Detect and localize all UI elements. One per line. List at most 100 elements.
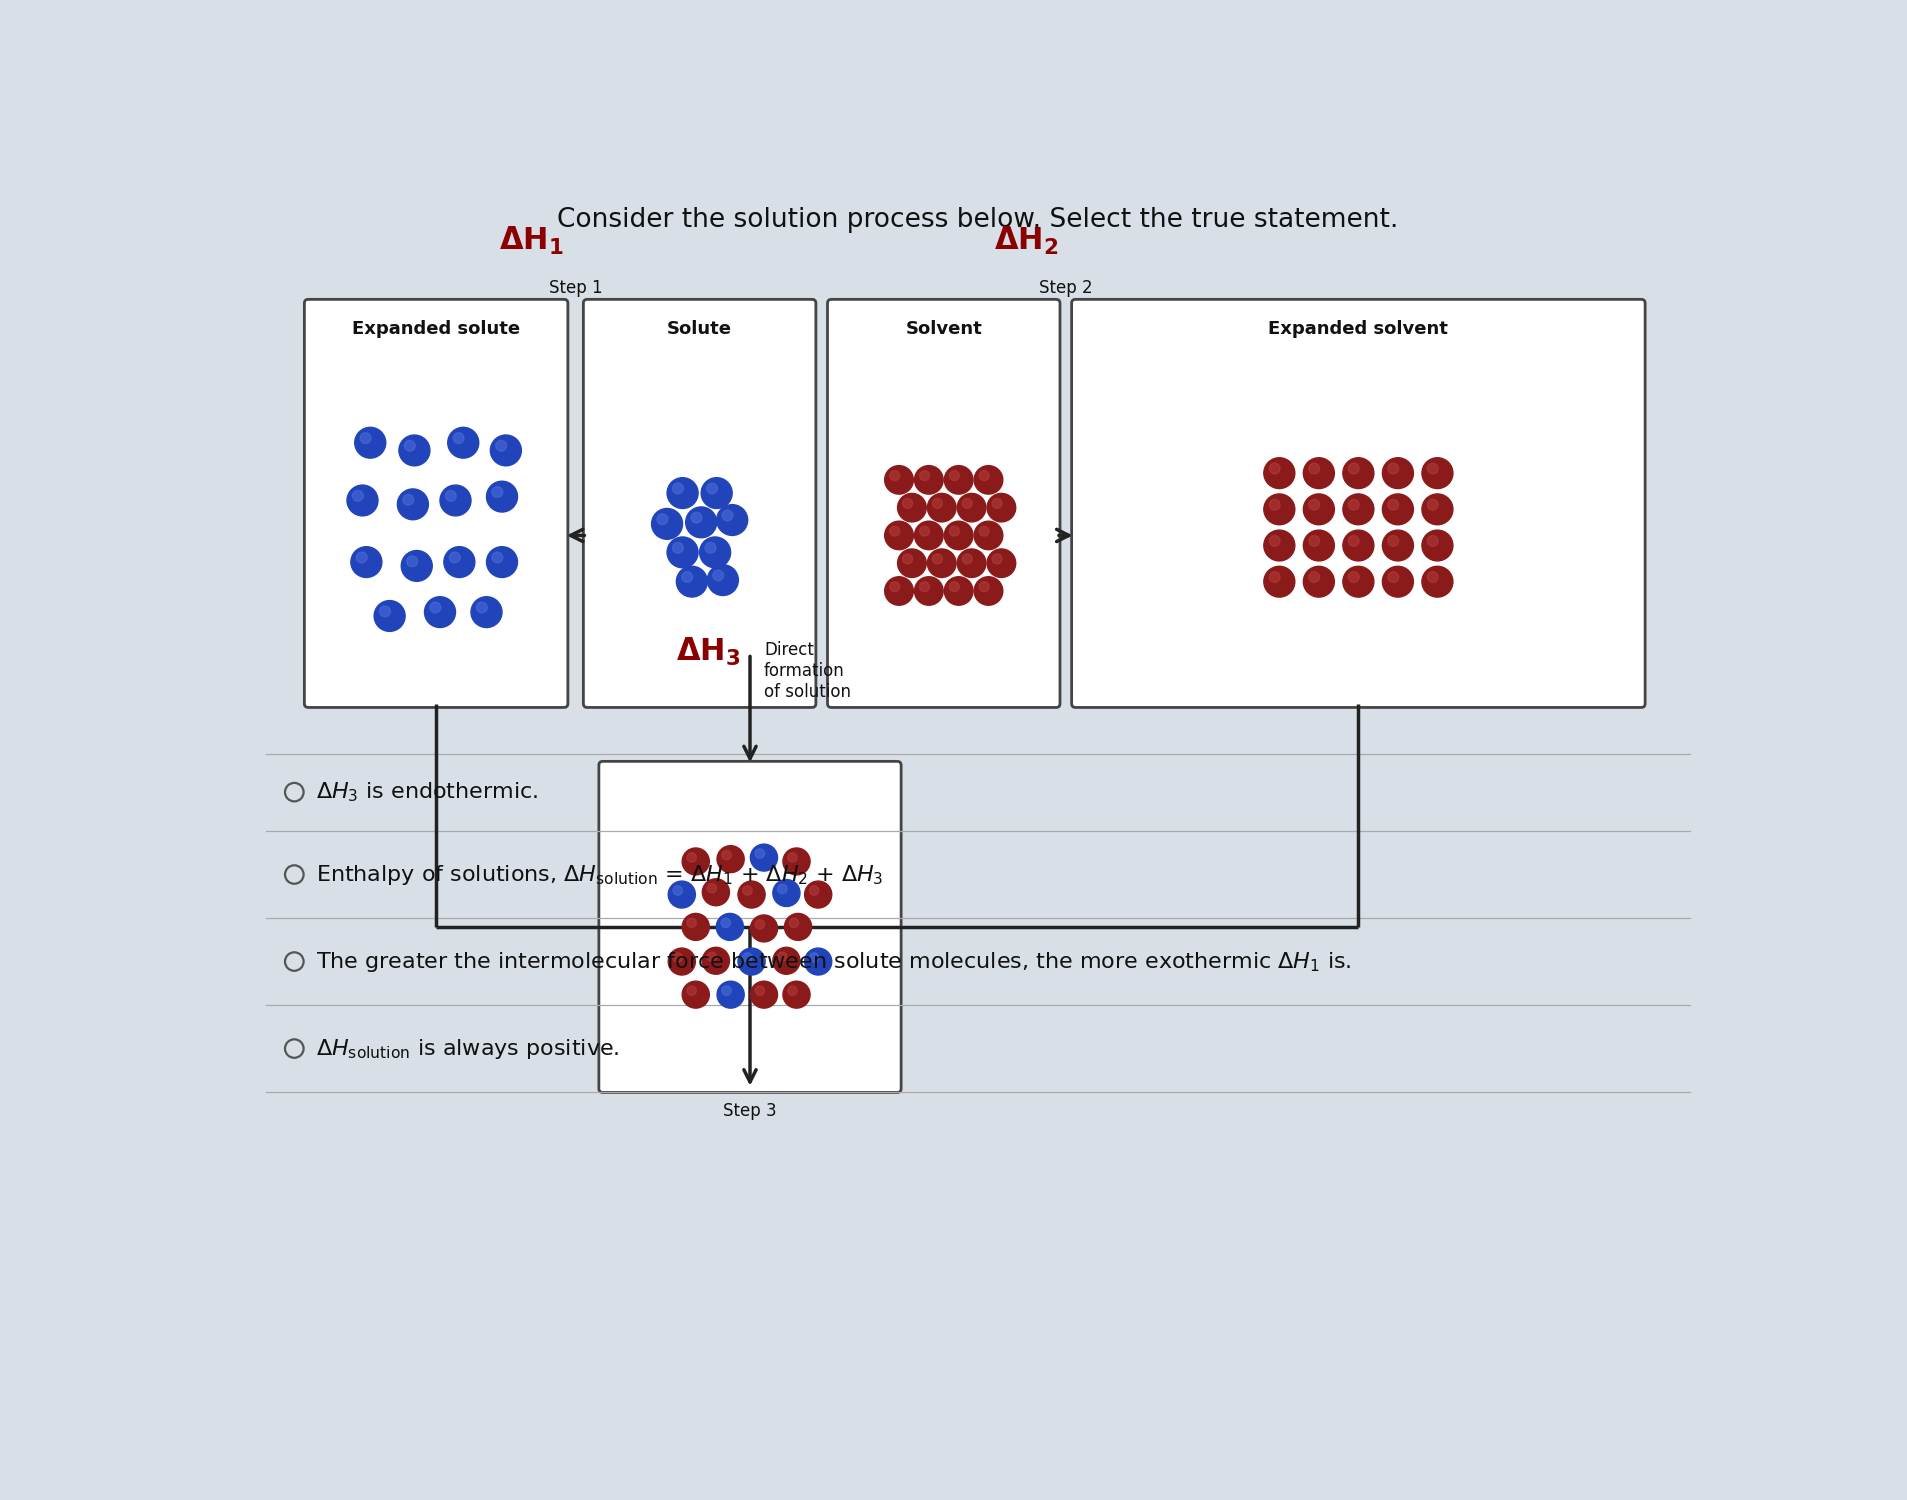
Text: Step 1: Step 1 (549, 279, 603, 297)
Circle shape (404, 441, 416, 452)
Circle shape (667, 537, 698, 568)
Text: The greater the intermolecular force between solute molecules, the more exotherm: The greater the intermolecular force bet… (317, 950, 1350, 974)
Circle shape (683, 914, 709, 940)
Circle shape (1426, 572, 1438, 582)
Circle shape (1421, 530, 1451, 561)
Circle shape (913, 520, 942, 549)
Circle shape (788, 986, 797, 996)
Circle shape (978, 582, 988, 591)
Circle shape (913, 465, 942, 494)
Circle shape (492, 486, 503, 498)
Circle shape (687, 852, 696, 862)
Circle shape (1262, 458, 1295, 489)
Circle shape (721, 510, 732, 520)
Circle shape (1262, 494, 1295, 525)
Circle shape (690, 513, 702, 523)
Circle shape (944, 465, 973, 494)
Circle shape (700, 477, 732, 508)
Circle shape (772, 879, 799, 906)
FancyBboxPatch shape (828, 300, 1060, 708)
Circle shape (809, 886, 818, 896)
Circle shape (1386, 572, 1398, 582)
Text: Expanded solvent: Expanded solvent (1268, 320, 1447, 338)
Circle shape (717, 846, 744, 873)
Circle shape (492, 552, 503, 562)
Circle shape (885, 576, 913, 604)
Circle shape (721, 986, 730, 996)
Circle shape (423, 597, 456, 627)
Circle shape (1268, 464, 1280, 474)
Circle shape (896, 494, 925, 522)
Circle shape (707, 952, 717, 962)
Circle shape (1383, 530, 1413, 561)
Circle shape (1383, 494, 1413, 525)
Circle shape (667, 880, 694, 908)
Circle shape (397, 489, 429, 519)
Circle shape (902, 554, 912, 564)
Circle shape (782, 847, 810, 874)
Circle shape (1308, 572, 1320, 582)
Circle shape (974, 465, 1003, 494)
Circle shape (702, 948, 728, 975)
Circle shape (1383, 458, 1413, 489)
Text: $\Delta H_{\rm solution}$ is always positive.: $\Delta H_{\rm solution}$ is always posi… (317, 1036, 620, 1060)
Circle shape (805, 880, 831, 908)
Text: Solvent: Solvent (906, 320, 982, 338)
Circle shape (715, 914, 744, 940)
Circle shape (974, 520, 1003, 549)
Circle shape (360, 432, 370, 444)
Circle shape (1386, 536, 1398, 546)
Circle shape (471, 597, 502, 627)
Circle shape (789, 918, 799, 927)
Circle shape (889, 471, 900, 480)
Circle shape (961, 554, 973, 564)
Circle shape (402, 495, 414, 506)
Circle shape (683, 981, 709, 1008)
Text: Step 3: Step 3 (723, 1102, 776, 1120)
Circle shape (379, 606, 391, 616)
Circle shape (400, 550, 433, 582)
Circle shape (782, 981, 810, 1008)
Text: $\mathbf{\Delta H_1}$: $\mathbf{\Delta H_1}$ (500, 225, 564, 256)
Circle shape (707, 884, 717, 892)
Circle shape (755, 986, 765, 996)
Circle shape (706, 543, 715, 554)
Circle shape (950, 471, 959, 480)
Circle shape (889, 582, 900, 591)
Circle shape (778, 952, 788, 962)
Circle shape (950, 582, 959, 591)
Circle shape (1308, 464, 1320, 474)
Circle shape (683, 847, 709, 874)
Circle shape (717, 981, 744, 1008)
Circle shape (351, 546, 381, 578)
Circle shape (957, 549, 986, 578)
Circle shape (1302, 458, 1333, 489)
Circle shape (933, 498, 942, 508)
Circle shape (667, 948, 694, 975)
Text: Step 2: Step 2 (1039, 279, 1093, 297)
Circle shape (687, 918, 696, 927)
Circle shape (809, 952, 818, 962)
Circle shape (347, 484, 378, 516)
Circle shape (1426, 500, 1438, 510)
Circle shape (1343, 530, 1373, 561)
Text: $\mathbf{\Delta H_2}$: $\mathbf{\Delta H_2}$ (994, 225, 1058, 256)
Circle shape (1421, 458, 1451, 489)
Circle shape (742, 952, 751, 962)
Circle shape (1302, 567, 1333, 597)
Circle shape (749, 981, 778, 1008)
Circle shape (1421, 567, 1451, 597)
Circle shape (1348, 500, 1358, 510)
Circle shape (927, 549, 955, 578)
Circle shape (448, 427, 479, 458)
Circle shape (444, 546, 475, 578)
Circle shape (896, 549, 925, 578)
Circle shape (1343, 494, 1373, 525)
Circle shape (1262, 567, 1295, 597)
Circle shape (707, 564, 738, 596)
Circle shape (1348, 572, 1358, 582)
Circle shape (1343, 567, 1373, 597)
Circle shape (702, 879, 728, 906)
FancyBboxPatch shape (1072, 300, 1644, 708)
Circle shape (357, 552, 366, 562)
